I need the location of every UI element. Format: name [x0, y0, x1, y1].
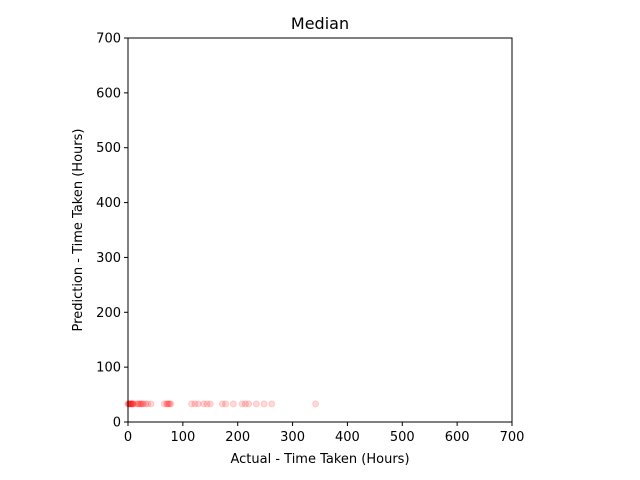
data-point [200, 400, 208, 408]
data-point [162, 400, 170, 408]
data-point [136, 400, 144, 408]
data-point [139, 400, 147, 408]
data-point [144, 400, 152, 408]
data-point [222, 400, 230, 408]
y-tick-label: 0 [113, 416, 121, 431]
data-point [167, 400, 175, 408]
y-axis: 0 100 200 300 400 500 600 700 [96, 32, 128, 431]
y-tick-label: 700 [96, 32, 121, 47]
data-point [142, 400, 150, 408]
data-point [245, 400, 253, 408]
data-point [134, 400, 142, 408]
chart-title: Median [291, 14, 349, 33]
data-point [166, 400, 174, 408]
data-point [135, 400, 143, 408]
data-point [128, 400, 136, 408]
x-tick-label: 100 [170, 430, 195, 445]
x-tick-label: 0 [124, 430, 132, 445]
data-point [206, 400, 214, 408]
y-tick-label: 200 [96, 306, 121, 321]
data-point [165, 400, 173, 408]
data-point [238, 400, 246, 408]
y-tick-label: 300 [96, 251, 121, 266]
data-point [125, 400, 133, 408]
data-point [137, 400, 145, 408]
data-point [126, 400, 134, 408]
data-point [132, 400, 140, 408]
data-point [129, 400, 137, 408]
data-point [268, 400, 276, 408]
data-point [160, 400, 168, 408]
data-point [194, 400, 202, 408]
data-point [128, 400, 136, 408]
x-axis: 0 100 200 300 400 500 600 700 [124, 422, 525, 445]
y-axis-label: Prediction - Time Taken (Hours) [71, 129, 86, 332]
plot-frame [127, 37, 513, 423]
data-point [191, 400, 199, 408]
x-tick-label: 600 [445, 430, 470, 445]
x-tick-label: 700 [500, 430, 525, 445]
data-point [241, 400, 249, 408]
x-axis-label: Actual - Time Taken (Hours) [230, 452, 409, 467]
x-tick-label: 500 [390, 430, 415, 445]
data-point [163, 400, 171, 408]
y-tick-label: 500 [96, 141, 121, 156]
data-point [203, 400, 211, 408]
y-tick-label: 100 [96, 361, 121, 376]
y-tick-label: 600 [96, 86, 121, 101]
data-point [260, 400, 268, 408]
data-point [147, 400, 155, 408]
data-point [129, 400, 137, 408]
data-point [312, 400, 320, 408]
data-point [138, 400, 146, 408]
data-point [188, 400, 196, 408]
points-layer [124, 400, 320, 408]
x-tick-label: 400 [335, 430, 360, 445]
data-point [218, 400, 226, 408]
y-tick-label: 400 [96, 196, 121, 211]
x-tick-label: 200 [225, 430, 250, 445]
data-point [252, 400, 260, 408]
data-point [229, 400, 237, 408]
x-tick-label: 300 [280, 430, 305, 445]
